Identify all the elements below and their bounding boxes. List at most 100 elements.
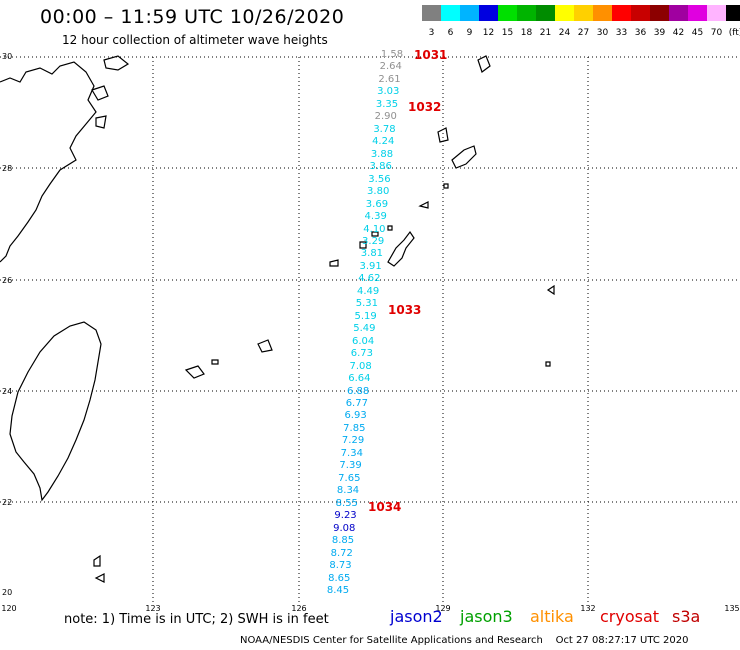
- colorbar-swatch: [536, 5, 555, 21]
- lon-label: 123: [145, 604, 161, 613]
- colorbar-swatch: [517, 5, 536, 21]
- colorbar-swatch: [555, 5, 574, 21]
- okinawa-islets: [329, 225, 393, 267]
- footer-note: note: 1) Time is in UTC; 2) SWH is in fe…: [64, 612, 329, 627]
- lat-label: 20: [2, 588, 13, 597]
- colorbar-label: 33: [615, 28, 628, 38]
- lat-lon-grid: [0, 56, 738, 602]
- swh-value: 9.23: [334, 510, 357, 522]
- colorbar-label: 30: [596, 28, 609, 38]
- swh-value: 7.85: [343, 422, 366, 434]
- swh-value: 2.90: [374, 111, 397, 123]
- colorbar-swatch: [669, 5, 688, 21]
- amami-island: [418, 145, 477, 209]
- swh-value: 3.29: [362, 235, 385, 247]
- map-title: 00:00 – 11:59 UTC 10/26/2020: [40, 6, 345, 28]
- colorbar-swatch: [593, 5, 612, 21]
- swh-value: 7.29: [341, 435, 365, 447]
- swh-value: 3.88: [370, 148, 394, 160]
- map-subtitle: 12 hour collection of altimeter wave hei…: [62, 33, 328, 47]
- colorbar-swatch: [726, 5, 740, 21]
- colorbar-label: 3: [428, 28, 435, 38]
- swh-value: 3.78: [373, 123, 396, 135]
- lat-label: 28: [2, 164, 13, 173]
- coastline: [0, 55, 555, 583]
- colorbar-swatch: [650, 5, 669, 21]
- swh-value: 4.49: [356, 285, 380, 297]
- cycle-number: 1032: [408, 100, 442, 114]
- cycle-number: 1033: [388, 303, 422, 317]
- colorbar-swatch: [612, 5, 631, 21]
- okinawa-island: [387, 230, 415, 267]
- swh-value: 8.34: [336, 485, 360, 497]
- cycle-number: 1034: [368, 500, 402, 514]
- swh-value: 7.34: [340, 447, 363, 459]
- swh-value: 2.61: [378, 73, 401, 85]
- satellite-name: altika: [530, 607, 574, 626]
- lon-label: 129: [435, 604, 451, 613]
- swh-value: 3.35: [375, 98, 399, 110]
- swh-value: 4.10: [363, 223, 386, 235]
- swh-value: 6.64: [348, 373, 371, 385]
- colorbar-swatch: [460, 5, 479, 21]
- colorbar-label: 15: [501, 28, 514, 38]
- swh-value: 6.93: [344, 410, 367, 422]
- swh-value: 8.65: [328, 572, 351, 584]
- colorbar-label: 42: [672, 28, 685, 38]
- lon-label: 135: [724, 604, 740, 613]
- swh-value: 6.73: [350, 348, 373, 360]
- swh-value: 8.85: [331, 535, 355, 547]
- swh-value: 5.49: [353, 323, 376, 335]
- satellite-name: jason3: [460, 607, 513, 626]
- swh-value: 8.55: [335, 497, 358, 509]
- swh-value: 3.91: [359, 260, 382, 272]
- colorbar-swatch: [631, 5, 650, 21]
- swh-value: 5.19: [354, 310, 377, 322]
- swh-value: 5.31: [355, 298, 379, 310]
- lat-label: 26: [2, 276, 13, 285]
- swh-value: 3.86: [369, 161, 392, 173]
- sakishima-islands: [184, 339, 273, 379]
- swh-value: 3.56: [368, 173, 391, 185]
- kyushu-fragment: [437, 55, 491, 143]
- colorbar-label: (ft): [728, 28, 740, 38]
- china-coast: [0, 61, 97, 263]
- lat-label: 24: [2, 387, 13, 396]
- swh-value: 4.62: [358, 273, 381, 285]
- colorbar-label: 27: [577, 28, 590, 38]
- colorbar-swatch: [707, 5, 726, 21]
- swh-value: 8.72: [330, 547, 353, 559]
- lon-label: 126: [291, 604, 307, 613]
- cycle-number: 1031: [414, 48, 448, 62]
- satellite-name: cryosat: [600, 607, 660, 626]
- footer-credit: NOAA/NESDIS Center for Satellite Applica…: [240, 635, 689, 646]
- swh-value: 3.80: [367, 186, 390, 198]
- colorbar-label: 24: [558, 28, 571, 38]
- colorbar-label: 70: [710, 28, 723, 38]
- colorbar-swatch: [688, 5, 707, 21]
- swh-value: 1.58: [380, 49, 404, 60]
- swh-value: 8.45: [326, 585, 350, 596]
- lat-label: 30: [2, 52, 13, 61]
- swh-value: 2.64: [379, 61, 402, 73]
- colorbar-label: 21: [539, 28, 552, 38]
- colorbar-swatch: [441, 5, 460, 21]
- china-islands-north: [91, 55, 130, 129]
- colorbar-label: 36: [634, 28, 647, 38]
- colorbar-swatch: [498, 5, 517, 21]
- lon-label: 120: [1, 604, 17, 613]
- swh-value: 7.65: [338, 472, 361, 484]
- colorbar-label: 12: [482, 28, 495, 38]
- satellite-name: s3a: [672, 607, 701, 626]
- swh-value: 8.73: [329, 560, 352, 572]
- swh-value: 3.03: [377, 86, 400, 98]
- colorbar-label: 6: [447, 28, 454, 38]
- lanyu-islands: [93, 554, 105, 583]
- taiwan-coast: [9, 321, 102, 502]
- colorbar-label: 9: [466, 28, 473, 38]
- swh-value: 6.04: [351, 335, 375, 347]
- swh-value: 6.77: [345, 398, 368, 410]
- swh-value: 7.08: [349, 360, 372, 372]
- swh-value: 4.39: [364, 211, 387, 223]
